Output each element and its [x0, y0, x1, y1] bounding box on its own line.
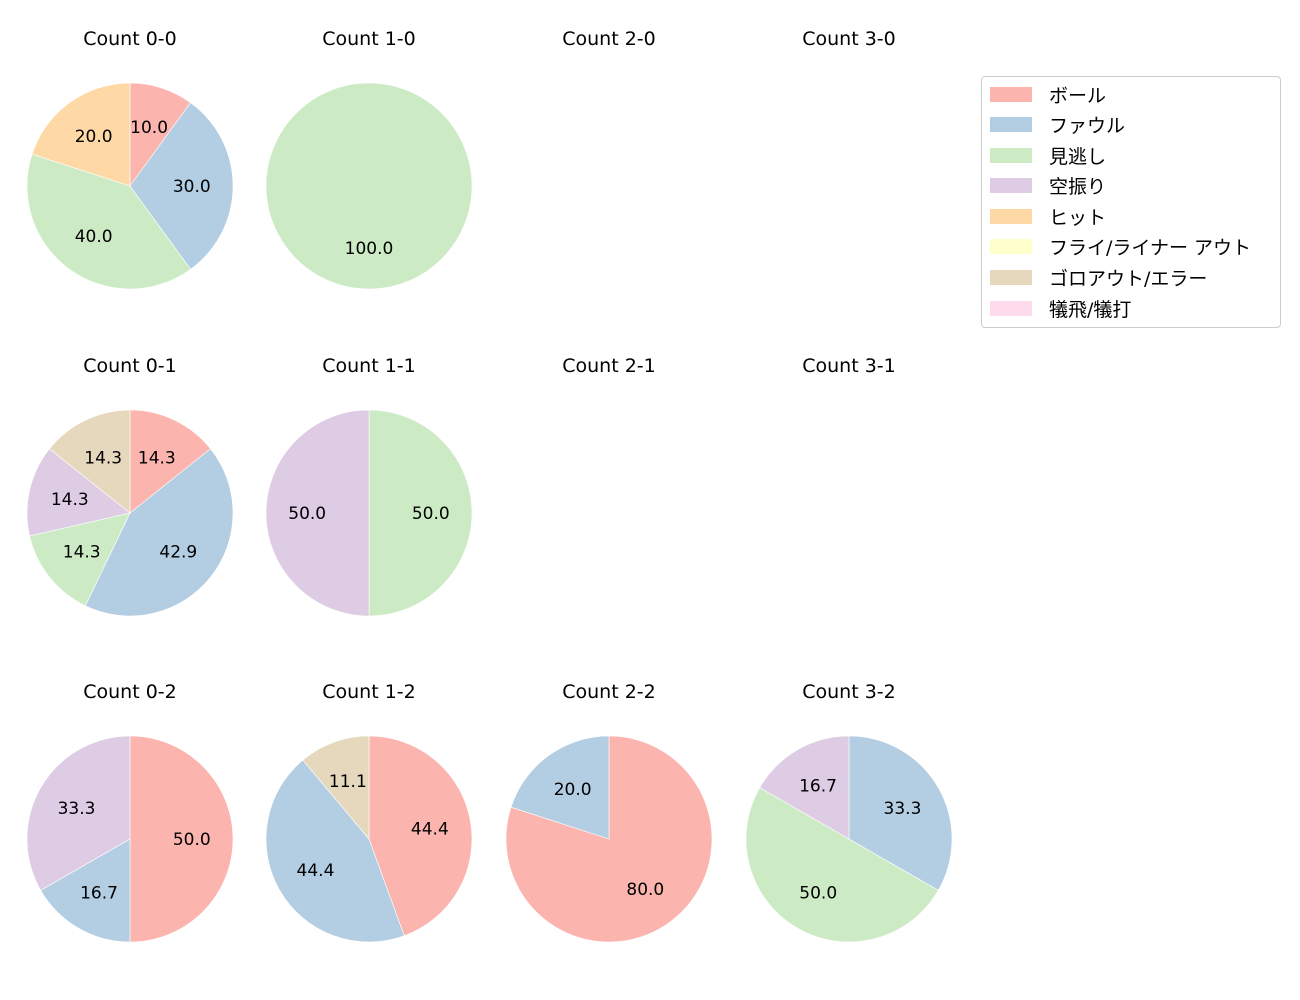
pie-title: Count 3-2	[802, 681, 896, 703]
legend-label: 見逃し	[1049, 146, 1107, 168]
pie-slice	[265, 409, 370, 617]
legend-label: ゴロアウト/エラー	[1049, 268, 1208, 290]
pie-slice	[265, 759, 405, 943]
pie-slice-label: 100.0	[345, 239, 394, 259]
pie-title: Count 2-0	[562, 28, 656, 50]
pie-title: Count 0-0	[83, 28, 177, 50]
pie-slice-label: 50.0	[173, 830, 211, 850]
legend-label: 犠飛/犠打	[1049, 299, 1132, 321]
legend-swatch	[990, 148, 1032, 163]
pie-chart: 14.3 42.9 14.3 14.3 14.3	[26, 409, 234, 617]
pie-chart: 50.0 50.0	[265, 409, 473, 617]
pie-chart: 80.0 20.0	[505, 735, 713, 943]
pie-title: Count 2-1	[562, 355, 656, 377]
pie-panel: Count 1-2 44.4 44.4 11.1	[249, 665, 489, 985]
pie-slice-label: 16.7	[80, 883, 118, 903]
pie-slice-label: 40.0	[75, 227, 113, 247]
pie-slice-label: 44.4	[297, 861, 335, 881]
pie-slice-label: 33.3	[884, 799, 922, 819]
pie-slice	[49, 409, 131, 514]
pie-slice-label: 16.7	[799, 777, 837, 797]
pie-panel: Count 0-0 10.0 30.0 40.0 20.0	[10, 12, 250, 332]
pie-panel: Count 3-0	[729, 12, 969, 332]
legend-swatch	[990, 301, 1032, 316]
pie-slice	[302, 735, 370, 840]
pie-chart: 100.0	[265, 82, 473, 290]
pie-slice	[84, 448, 234, 617]
pie-slice-label: 50.0	[288, 504, 326, 524]
pie-title: Count 1-1	[322, 355, 416, 377]
pie-slice	[129, 409, 211, 514]
pie-title: Count 3-1	[802, 355, 896, 377]
pie-title: Count 0-2	[83, 681, 177, 703]
legend-label: ヒット	[1049, 207, 1107, 229]
pie-slice-label: 50.0	[412, 504, 450, 524]
pie-slice	[745, 787, 939, 943]
pie-slice	[368, 409, 473, 617]
pie-panel: Count 0-2 50.0 16.7 33.3	[10, 665, 250, 985]
pie-slice-label: 11.1	[329, 772, 367, 792]
pie-slice-label: 80.0	[626, 880, 664, 900]
pie-slice	[31, 82, 131, 187]
pie-slice-label: 14.3	[138, 448, 176, 468]
pie-title: Count 1-2	[322, 681, 416, 703]
legend-swatch	[990, 178, 1032, 193]
pie-slice-label: 14.3	[63, 543, 101, 563]
pie-slice	[265, 82, 473, 290]
legend-swatch	[990, 270, 1032, 285]
pie-chart: 44.4 44.4 11.1	[265, 735, 473, 943]
pie-slice	[26, 153, 191, 290]
pie-slice-label: 20.0	[75, 127, 113, 147]
pie-chart: 10.0 30.0 40.0 20.0	[26, 82, 234, 290]
pie-slice	[505, 735, 713, 943]
pie-title: Count 0-1	[83, 355, 177, 377]
pie-slice-label: 50.0	[799, 884, 837, 904]
pie-panel: Count 1-1 50.0 50.0	[249, 339, 489, 659]
pie-slice	[129, 102, 234, 270]
legend-label: フライ/ライナー アウト	[1049, 237, 1252, 259]
pie-slice-label: 20.0	[554, 780, 592, 800]
legend-swatch	[990, 239, 1032, 254]
legend-swatch	[990, 87, 1032, 102]
pie-panel: Count 2-1	[489, 339, 729, 659]
pie-slice-label: 14.3	[84, 448, 122, 468]
pie-slice	[848, 735, 953, 891]
legend-label: 空振り	[1049, 176, 1107, 198]
pie-title: Count 3-0	[802, 28, 896, 50]
pie-chart: 50.0 16.7 33.3	[26, 735, 234, 943]
pie-slice-label: 33.3	[58, 799, 96, 819]
pie-slice-label: 44.4	[411, 819, 449, 839]
pie-slice	[40, 838, 131, 943]
pie-slice-label: 42.9	[159, 543, 197, 563]
pie-slice-label: 14.3	[51, 490, 89, 510]
pie-panel: Count 0-1 14.3 42.9 14.3 14.3 14.3	[10, 339, 250, 659]
pie-slice-label: 10.0	[130, 118, 168, 138]
legend-label: ボール	[1049, 85, 1107, 107]
pie-panel: Count 2-0	[489, 12, 729, 332]
pie-slice	[129, 735, 234, 943]
legend-swatch	[990, 117, 1032, 132]
pie-slice	[510, 735, 610, 840]
pie-title: Count 2-2	[562, 681, 656, 703]
pie-slice	[26, 448, 131, 537]
pie-panel: Count 1-0 100.0	[249, 12, 489, 332]
pie-panel: Count 3-2 33.3 50.0 16.7	[729, 665, 969, 985]
pie-chart: 33.3 50.0 16.7	[745, 735, 953, 943]
pie-title: Count 1-0	[322, 28, 416, 50]
pie-panel: Count 2-2 80.0 20.0	[489, 665, 729, 985]
legend: ボール ファウル 見逃し 空振り ヒット フライ/ライナー アウト ゴロアウト/…	[981, 76, 1281, 328]
pie-slice	[26, 735, 131, 891]
pie-slice	[29, 512, 131, 607]
pie-slice-label: 30.0	[173, 177, 211, 197]
pie-panel: Count 3-1	[729, 339, 969, 659]
pie-slice	[368, 735, 473, 937]
pie-slice	[759, 735, 850, 840]
legend-swatch	[990, 209, 1032, 224]
legend-label: ファウル	[1049, 115, 1126, 137]
